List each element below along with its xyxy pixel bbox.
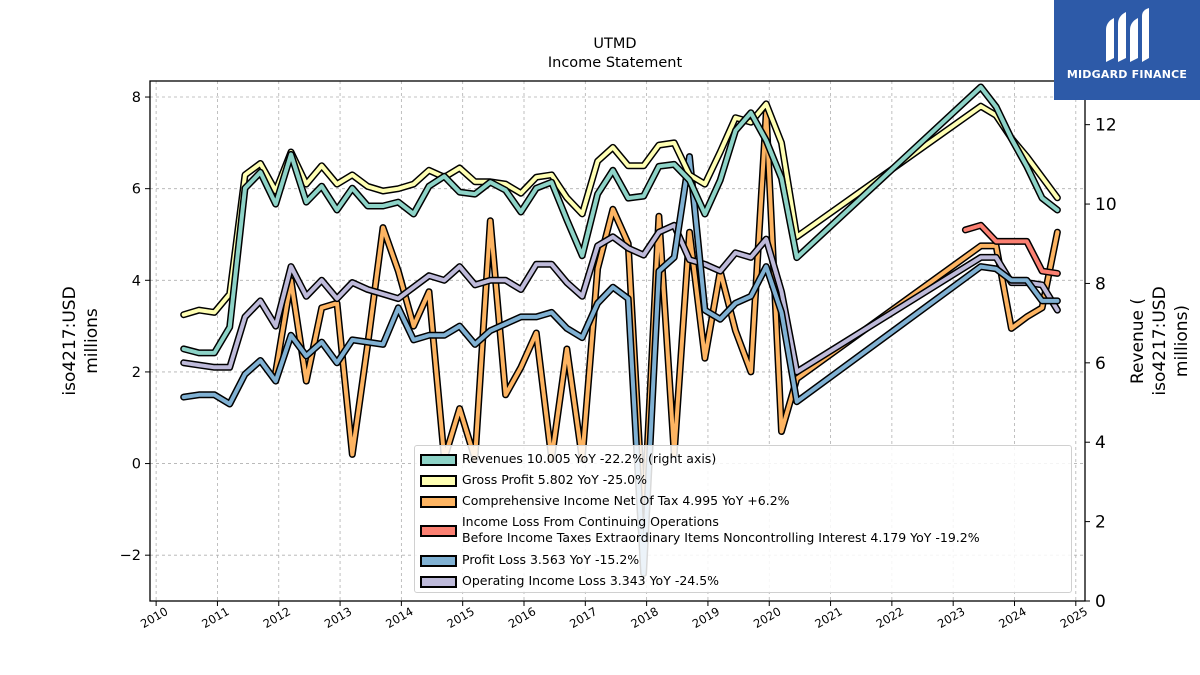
right-axis-tick-label: 6 [1095, 354, 1106, 374]
legend-swatch [420, 454, 457, 466]
x-axis-tick-label: 2019 [690, 604, 722, 631]
legend-label: Operating Income Loss 3.343 YoY -24.5% [462, 573, 720, 588]
left-axis-label-line2: millions [82, 308, 102, 374]
x-axis-tick-label: 2020 [751, 604, 783, 631]
legend-label-line2: Before Income Taxes Extraordinary Items … [462, 530, 980, 545]
legend-swatch [420, 475, 457, 487]
series-line [963, 223, 1060, 276]
x-axis-tick-label: 2016 [506, 604, 538, 631]
x-axis-tick-label: 2015 [445, 604, 477, 631]
right-axis-tick-label: 2 [1095, 513, 1106, 533]
legend-label: Revenues 10.005 YoY -22.2% (right axis) [462, 451, 717, 466]
chart-subtitle: Income Statement [548, 55, 683, 71]
chart-title: UTMD [593, 36, 636, 52]
right-axis-label-line2: iso4217:USD [1150, 286, 1170, 395]
right-axis: 0 2 4 6 8 10 12 [1085, 116, 1117, 612]
legend-label: Profit Loss 3.563 YoY -15.2% [462, 552, 640, 567]
series-line [181, 154, 1060, 576]
x-axis-tick-label: 2010 [138, 604, 170, 631]
left-axis-label: iso4217:USD millions [60, 286, 102, 395]
legend-swatch [420, 555, 457, 567]
left-axis-tick-label: 6 [132, 182, 141, 198]
x-axis-tick-label: 2011 [199, 604, 231, 631]
series-income-loss-from-continuing-operations-before-income-taxes-extraordinary-items-noncontrolling-interest [961, 221, 1061, 277]
series-line [181, 101, 1060, 317]
series-gross-profit [180, 100, 1061, 319]
plot-frame [149, 80, 1086, 602]
x-axis-tick-label: 2025 [1058, 604, 1090, 631]
right-axis-tick-label: 4 [1095, 433, 1106, 453]
left-axis-tick-label: 2 [132, 365, 141, 381]
x-axis-tick-label: 2012 [261, 604, 293, 631]
right-axis-label: Revenue ( iso4217:USD millions) [1128, 286, 1192, 395]
right-axis-tick-label: 12 [1095, 116, 1117, 136]
left-axis-tick-label: 0 [132, 457, 141, 473]
midgard-logo-icon [1106, 8, 1149, 62]
brand-logo: MIDGARD FINANCE [1054, 0, 1200, 100]
right-axis-tick-label: 8 [1095, 274, 1106, 294]
legend-label-line1: Income Loss From Continuing Operations [462, 514, 719, 529]
x-axis-tick-label: 2017 [567, 604, 599, 631]
x-axis-tick-label: 2018 [628, 604, 660, 631]
left-axis: −2 0 2 4 6 8 [120, 90, 150, 564]
x-axis-tick-label: 2024 [996, 604, 1028, 631]
right-axis-label-line1: Revenue ( [1128, 298, 1148, 384]
left-axis-tick-label: 4 [132, 273, 141, 289]
x-axis-tick-label: 2023 [935, 604, 967, 631]
legend-swatch [420, 576, 457, 588]
left-axis-tick-label: −2 [120, 548, 141, 564]
series-line [181, 85, 1060, 355]
x-axis: 2010 2011 2012 2013 2014 2015 2016 2017 2018 2019… [138, 601, 1090, 631]
series-operating-income-loss [180, 221, 1061, 376]
x-axis-tick-label: 2013 [322, 604, 354, 631]
left-axis-label-line1: iso4217:USD [60, 286, 80, 395]
series-line [181, 223, 1060, 374]
left-axis-tick-label: 8 [132, 90, 141, 106]
legend-swatch [420, 496, 457, 508]
series-revenues [180, 83, 1061, 357]
chart-legend: Revenues 10.005 YoY -22.2% (right axis) … [414, 445, 1072, 593]
legend-label: Gross Profit 5.802 YoY -25.0% [462, 472, 647, 487]
x-axis-tick-label: 2014 [383, 604, 415, 631]
x-axis-tick-label: 2021 [812, 604, 844, 631]
series-profit-loss [180, 153, 1061, 577]
legend-label: Comprehensive Income Net Of Tax 4.995 Yo… [462, 493, 790, 508]
brand-name: MIDGARD FINANCE [1066, 68, 1188, 81]
legend-swatch [420, 525, 457, 537]
right-axis-tick-label: 10 [1095, 195, 1117, 215]
x-axis-tick-label: 2022 [874, 604, 906, 631]
right-axis-tick-label: 0 [1095, 592, 1106, 612]
right-axis-label-line3: millions) [1172, 305, 1192, 377]
